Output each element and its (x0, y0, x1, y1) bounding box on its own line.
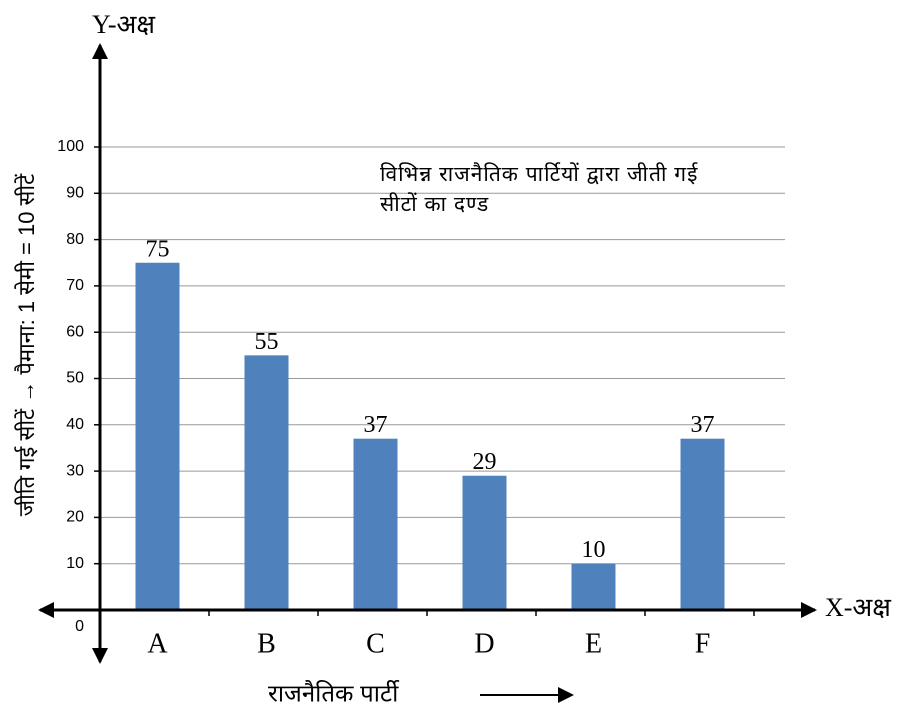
annotation: विभिन्न राजनैतिक पार्टियों द्वारा जीती ग… (380, 163, 699, 216)
y-tick-label: 40 (66, 416, 84, 433)
y-tick-label: 80 (66, 231, 84, 248)
data-label: 37 (691, 412, 715, 438)
y-tick-label: 60 (66, 323, 84, 340)
bar (462, 475, 507, 610)
data-label: 10 (582, 537, 606, 563)
bar (353, 438, 398, 610)
x-tick-label: D (474, 628, 494, 659)
y-tick-label: 70 (66, 277, 84, 294)
x-tick-label: E (585, 628, 602, 659)
y-tick-label: 20 (66, 509, 84, 526)
y-tick-label: 100 (57, 138, 84, 155)
y-tick-label: 50 (66, 370, 84, 387)
data-label: 37 (364, 412, 388, 438)
y-tick-label: 30 (66, 462, 84, 479)
y-tick-label: 10 (66, 555, 84, 572)
bars (135, 262, 725, 610)
data-label: 55 (255, 329, 279, 355)
x-axis-label: राजनैतिक पार्टी (268, 679, 400, 707)
x-tick-label: B (257, 628, 276, 659)
y-tick-label: 0 (75, 618, 84, 635)
y-tick-label: 90 (66, 185, 84, 202)
grid (94, 146, 785, 616)
bar (135, 262, 180, 610)
x-tick-label: C (366, 628, 385, 659)
bar (244, 355, 289, 610)
x-tick-label: F (695, 628, 711, 659)
data-label: 75 (146, 236, 170, 262)
y-axis-label: जीति गई सीटें → पैमाना: 1 सेमी = 10 सीटे… (14, 173, 39, 516)
x-axis-name: X-अक्ष (825, 593, 891, 622)
y-axis-name: Y-अक्ष (92, 10, 155, 39)
annotation-box: विभिन्न राजनैतिक पार्टियों द्वारा जीती ग… (380, 163, 699, 216)
bar (680, 438, 725, 610)
data-label: 29 (473, 449, 497, 475)
x-tick-label: A (147, 628, 168, 659)
bar (571, 563, 616, 610)
